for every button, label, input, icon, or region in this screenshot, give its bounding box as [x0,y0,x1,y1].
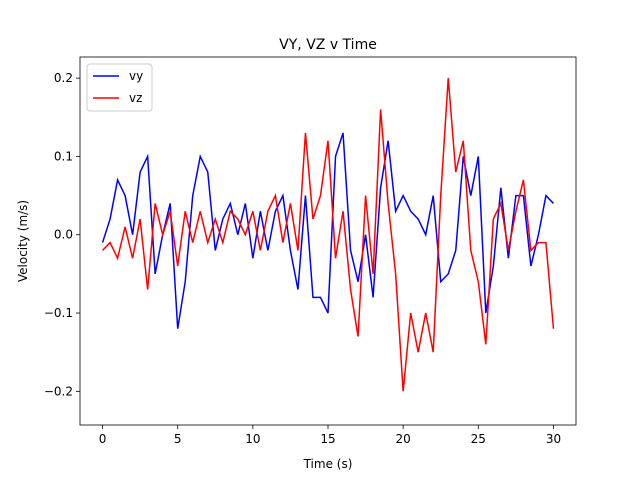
x-tick-label: 10 [245,432,260,446]
y-tick-label: 0.0 [54,228,73,242]
x-tick-label: 15 [320,432,335,446]
chart-title: VY, VZ v Time [279,37,377,53]
series-line [101,132,554,329]
y-tick-label: 0.1 [54,149,73,163]
x-tick-label: 25 [471,432,486,446]
y-tick-label: −0.2 [44,384,73,398]
series-line [102,78,555,392]
x-axis-label: Time (s) [303,457,353,471]
x-tick-label: 20 [396,432,411,446]
y-tick-label: 0.2 [54,71,73,85]
x-tick-label: 0 [99,432,107,446]
legend-label: vy [129,69,143,83]
legend-label: vz [129,91,142,105]
x-tick-label: 5 [174,432,182,446]
axes-frame [79,56,577,426]
y-axis-label: Velocity (m/s) [16,200,30,282]
y-tick-label: −0.1 [44,306,73,320]
x-tick-label: 30 [546,432,561,446]
